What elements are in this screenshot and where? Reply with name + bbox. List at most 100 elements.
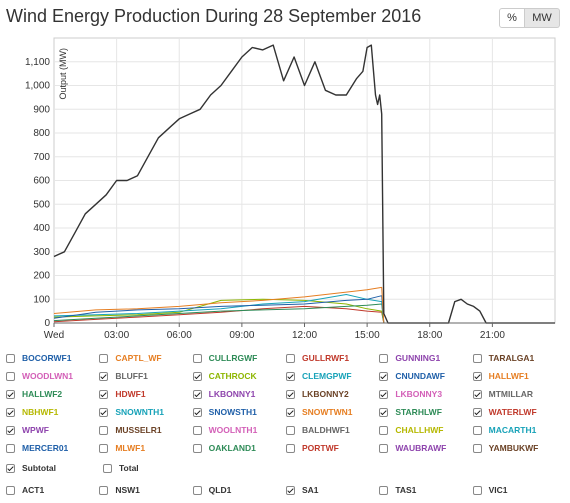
legend-label: PORTWF	[301, 443, 339, 453]
checkbox-woolnth1[interactable]	[192, 425, 202, 435]
legend-item-qld1[interactable]: QLD1	[192, 485, 286, 495]
legend-item-clemgpwf[interactable]: CLEMGPWF	[285, 371, 379, 381]
legend-item-snowtwn1[interactable]: SNOWTWN1	[285, 407, 379, 417]
checkbox-snowsth1[interactable]	[192, 407, 202, 417]
checkbox-mtmillar[interactable]	[472, 389, 482, 399]
checkbox-snowtwn1[interactable]	[285, 407, 295, 417]
legend-label: SA1	[301, 485, 319, 495]
checkbox-nbhwf1[interactable]	[6, 407, 15, 417]
checkbox-hdwf1[interactable]	[99, 389, 109, 399]
legend-item-mlwf1[interactable]: MLWF1	[99, 443, 192, 453]
legend-item-starhlwf[interactable]: STARHLWF	[379, 407, 472, 417]
legend-item-sa1[interactable]: SA1	[285, 485, 379, 495]
legend-item-cnundawf[interactable]: CNUNDAWF	[379, 371, 472, 381]
checkbox-lkbonny2[interactable]	[285, 389, 295, 399]
checkbox-portwf[interactable]	[285, 443, 295, 453]
legend-item-snowsth1[interactable]: SNOWSTH1	[192, 407, 286, 417]
checkbox-hallwf2[interactable]	[6, 389, 15, 399]
checkbox-mercer01[interactable]	[6, 443, 15, 453]
checkbox-snownth1[interactable]	[99, 407, 109, 417]
legend-item-gunning1[interactable]: GUNNING1	[379, 353, 472, 363]
legend-item-challhwf[interactable]: CHALLHWF	[379, 425, 472, 435]
legend-item-hallwf1[interactable]: HALLWF1	[472, 371, 566, 381]
checkbox-qld1[interactable]	[192, 485, 202, 495]
legend-item-tas1[interactable]: TAS1	[379, 485, 472, 495]
legend-item-hdwf1[interactable]: HDWF1	[99, 389, 192, 399]
legend-item-total[interactable]: Total	[103, 463, 200, 473]
checkbox-musselr1[interactable]	[99, 425, 109, 435]
legend-item-captl-wf[interactable]: CAPTL_WF	[99, 353, 192, 363]
percent-toggle-button[interactable]: %	[499, 8, 525, 28]
legend-label: BALDHWF1	[301, 425, 350, 435]
checkbox-yambukwf[interactable]	[472, 443, 482, 453]
legend-item-wpwf[interactable]: WPWF	[6, 425, 99, 435]
checkbox-lkbonny3[interactable]	[379, 389, 389, 399]
checkbox-oakland1[interactable]	[192, 443, 202, 453]
checkbox-cnundawf[interactable]	[379, 371, 389, 381]
legend-item-mtmillar[interactable]: MTMILLAR	[472, 389, 566, 399]
checkbox-waterlwf[interactable]	[472, 407, 482, 417]
legend-item-oakland1[interactable]: OAKLAND1	[192, 443, 286, 453]
legend-item-subtotal[interactable]: Subtotal	[6, 463, 103, 473]
legend-item-lkbonny3[interactable]: LKBONNY3	[379, 389, 472, 399]
legend-item-portwf[interactable]: PORTWF	[285, 443, 379, 453]
legend-item-baldhwf1[interactable]: BALDHWF1	[285, 425, 379, 435]
legend-item-mercer01[interactable]: MERCER01	[6, 443, 99, 453]
checkbox-baldhwf1[interactable]	[285, 425, 295, 435]
checkbox-bocorwf1[interactable]	[6, 353, 15, 363]
legend-item-act1[interactable]: ACT1	[6, 485, 99, 495]
legend-item-waubrawf[interactable]: WAUBRAWF	[379, 443, 472, 453]
legend-item-taralga1[interactable]: TARALGA1	[472, 353, 566, 363]
legend-label: Subtotal	[22, 463, 56, 473]
checkbox-captl-wf[interactable]	[99, 353, 109, 363]
checkbox-bluff1[interactable]	[99, 371, 109, 381]
legend-item-woolnth1[interactable]: WOOLNTH1	[192, 425, 286, 435]
legend-item-yambukwf[interactable]: YAMBUKWF	[472, 443, 566, 453]
checkbox-macarth1[interactable]	[472, 425, 482, 435]
checkbox-act1[interactable]	[6, 485, 15, 495]
x-tick-label: 12:00	[292, 330, 317, 340]
legend-label: WOODLWN1	[22, 371, 73, 381]
checkbox-lkbonny1[interactable]	[192, 389, 202, 399]
legend-item-bocorwf1[interactable]: BOCORWF1	[6, 353, 99, 363]
legend-item-nsw1[interactable]: NSW1	[99, 485, 192, 495]
checkbox-gullrwf1[interactable]	[285, 353, 295, 363]
legend-item-bluff1[interactable]: BLUFF1	[99, 371, 192, 381]
legend-item-cathrock[interactable]: CATHROCK	[192, 371, 286, 381]
checkbox-hallwf1[interactable]	[472, 371, 482, 381]
checkbox-cathrock[interactable]	[192, 371, 202, 381]
checkbox-wpwf[interactable]	[6, 425, 15, 435]
checkbox-sa1[interactable]	[285, 485, 295, 495]
legend-item-cullrgwf[interactable]: CULLRGWF	[192, 353, 286, 363]
checkbox-woodlwn1[interactable]	[6, 371, 15, 381]
legend-item-vic1[interactable]: VIC1	[472, 485, 566, 495]
checkbox-tas1[interactable]	[379, 485, 389, 495]
legend-item-nbhwf1[interactable]: NBHWF1	[6, 407, 99, 417]
mw-toggle-button[interactable]: MW	[525, 8, 560, 28]
legend: BOCORWF1 CAPTL_WF CULLRGWF GULLRWF1 GUNNING1…	[6, 349, 566, 499]
x-tick-label: 15:00	[355, 330, 380, 340]
legend-item-musselr1[interactable]: MUSSELR1	[99, 425, 192, 435]
legend-label: CULLRGWF	[208, 353, 258, 363]
checkbox-taralga1[interactable]	[472, 353, 482, 363]
checkbox-clemgpwf[interactable]	[285, 371, 295, 381]
checkbox-mlwf1[interactable]	[99, 443, 109, 453]
checkbox-gunning1[interactable]	[379, 353, 389, 363]
legend-item-lkbonny1[interactable]: LKBONNY1	[192, 389, 286, 399]
legend-row: BOCORWF1 CAPTL_WF CULLRGWF GULLRWF1 GUNNING1…	[6, 349, 566, 367]
legend-item-lkbonny2[interactable]: LKBONNY2	[285, 389, 379, 399]
legend-item-hallwf2[interactable]: HALLWF2	[6, 389, 99, 399]
legend-item-macarth1[interactable]: MACARTH1	[472, 425, 566, 435]
checkbox-starhlwf[interactable]	[379, 407, 389, 417]
checkbox-vic1[interactable]	[472, 485, 482, 495]
checkbox-nsw1[interactable]	[99, 485, 109, 495]
checkbox-waubrawf[interactable]	[379, 443, 389, 453]
legend-item-gullrwf1[interactable]: GULLRWF1	[285, 353, 379, 363]
checkbox-total[interactable]	[103, 463, 112, 473]
checkbox-challhwf[interactable]	[379, 425, 389, 435]
legend-item-waterlwf[interactable]: WATERLWF	[472, 407, 566, 417]
legend-item-woodlwn1[interactable]: WOODLWN1	[6, 371, 99, 381]
legend-item-snownth1[interactable]: SNOWNTH1	[99, 407, 192, 417]
checkbox-cullrgwf[interactable]	[192, 353, 202, 363]
checkbox-subtotal[interactable]	[6, 463, 15, 473]
